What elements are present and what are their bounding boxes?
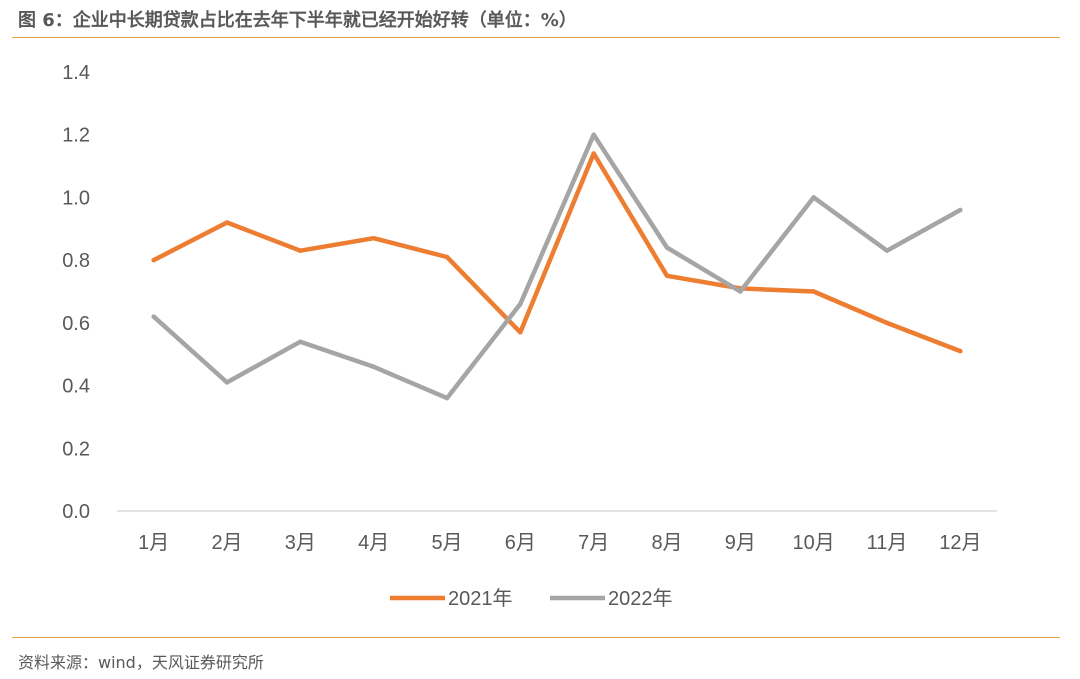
footer-divider [12, 637, 1060, 638]
y-tick-label: 0.8 [62, 250, 90, 272]
x-tick-label: 12月 [939, 532, 981, 554]
y-tick-label: 1.4 [62, 62, 90, 84]
y-tick-label: 0.2 [62, 438, 90, 460]
legend-label: 2021年 [448, 587, 513, 610]
data-point [738, 289, 743, 294]
x-tick-label: 1月 [138, 532, 169, 554]
data-point [884, 320, 890, 326]
y-tick-label: 0.6 [62, 313, 90, 335]
y-axis-ticks: 0.0 0.2 0.4 0.6 0.8 1.0 1.2 1.4 [62, 62, 90, 523]
series-line-1 [151, 151, 963, 354]
x-tick-label: 7月 [578, 532, 609, 554]
data-point [591, 151, 596, 156]
data-point [591, 132, 596, 137]
data-point [444, 254, 450, 260]
y-tick-label: 1.2 [62, 125, 90, 147]
data-point [371, 235, 376, 241]
data-point [298, 248, 303, 253]
data-point [224, 220, 230, 225]
x-tick-label: 11月 [867, 532, 908, 554]
data-point [664, 245, 670, 250]
data-point [811, 289, 816, 294]
chart-title: 图 6：企业中长期贷款占比在去年下半年就已经开始好转（单位：%） [18, 10, 577, 31]
series-line-2 [151, 132, 963, 401]
data-point [518, 301, 523, 307]
series-lines [151, 132, 963, 401]
y-tick-label: 1.0 [62, 187, 90, 209]
data-point [371, 364, 376, 369]
data-point [518, 330, 523, 335]
data-point [664, 273, 670, 279]
data-point [224, 380, 230, 385]
x-tick-label: 5月 [431, 532, 462, 554]
y-tick-label: 0.0 [62, 501, 90, 523]
data-point [958, 207, 963, 213]
line-chart: 0.0 0.2 0.4 0.6 0.8 1.0 1.2 1.4 1月 2月 3月 4月 5月 6月 7月 8… [62, 62, 997, 610]
x-tick-label: 2月 [211, 532, 242, 554]
data-point [811, 195, 816, 200]
data-point [444, 395, 450, 401]
legend-label: 2022年 [608, 587, 673, 610]
data-point [151, 314, 156, 319]
x-tick-label: 8月 [651, 532, 682, 554]
data-point [298, 339, 303, 344]
x-tick-label: 9月 [725, 532, 756, 554]
x-axis-ticks: 1月 2月 3月 4月 5月 6月 7月 8月 9月 10月 11月 12月 [138, 532, 981, 554]
legend: 2021年 2022年 [390, 587, 673, 610]
header-divider [12, 37, 1060, 38]
data-point [884, 248, 890, 253]
y-tick-label: 0.4 [62, 376, 90, 398]
x-tick-label: 10月 [793, 532, 835, 554]
data-point [151, 257, 156, 263]
source-note: 资料来源：wind，天风证券研究所 [18, 653, 264, 672]
data-point [958, 348, 963, 354]
x-tick-label: 4月 [358, 532, 389, 554]
x-tick-label: 6月 [505, 532, 536, 554]
x-tick-label: 3月 [285, 532, 316, 554]
